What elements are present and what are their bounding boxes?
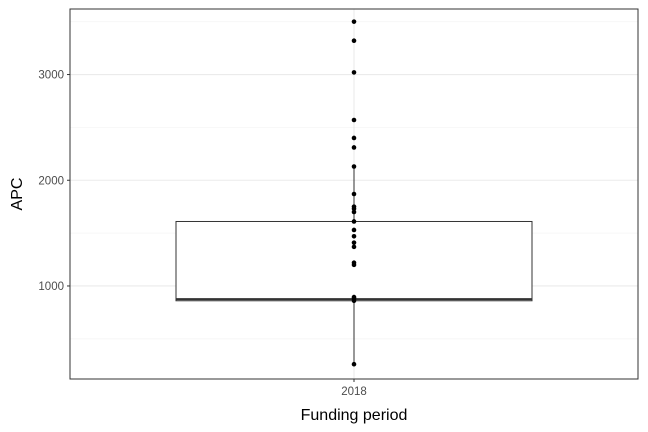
data-point — [351, 70, 357, 75]
data-point — [351, 233, 357, 239]
data-point — [351, 227, 357, 233]
axes: 1000 2000 3000 2018 — [38, 70, 366, 398]
data-point — [351, 240, 357, 245]
x-tick-label: 2018 — [341, 386, 367, 398]
data-point — [351, 145, 357, 150]
data-point — [351, 38, 357, 44]
data-point — [351, 117, 357, 123]
x-axis-title: Funding period — [301, 407, 408, 424]
data-point — [351, 204, 357, 209]
data-point — [351, 361, 357, 367]
data-point — [351, 294, 357, 300]
y-tick-label: 3000 — [38, 70, 64, 82]
data-point — [351, 209, 357, 215]
data-point — [351, 244, 357, 250]
data-point — [351, 191, 357, 197]
data-point — [351, 164, 357, 169]
data-point — [351, 219, 357, 224]
y-tick-label: 1000 — [38, 281, 64, 293]
data-point — [351, 135, 357, 141]
points-layer — [351, 19, 357, 367]
data-point — [351, 260, 357, 266]
y-tick-label: 2000 — [38, 175, 64, 187]
data-point — [351, 19, 357, 24]
y-axis-title: APC — [9, 178, 26, 211]
